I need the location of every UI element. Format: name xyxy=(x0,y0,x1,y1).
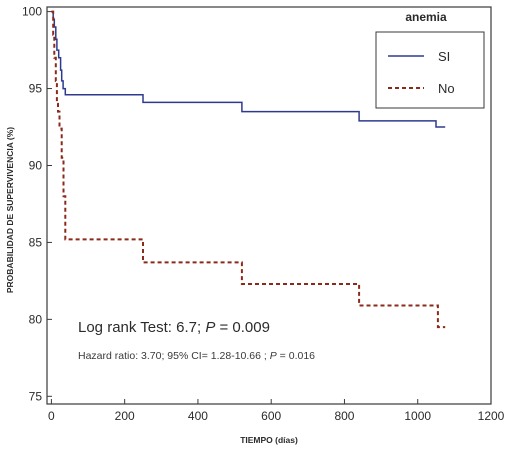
legend: anemia SI No xyxy=(375,10,485,109)
series-line-no xyxy=(51,10,446,329)
y-tick-label: 95 xyxy=(29,82,43,96)
x-tick-label: 1000 xyxy=(404,409,431,423)
x-axis-label: TIEMPO (días) xyxy=(240,435,298,445)
y-tick-label: 90 xyxy=(29,158,43,172)
series-line-si xyxy=(51,10,446,128)
y-tick-label: 85 xyxy=(29,235,43,249)
logrank-annotation: Log rank Test: 6.7; P = 0.009 xyxy=(78,319,270,336)
y-axis-label: PROBABILIDAD DE SUPERVIVENCIA (%) xyxy=(5,127,15,293)
hazard-annotation: Hazard ratio: 3.70; 95% CI= 1.28-10.66 ;… xyxy=(78,350,315,362)
legend-title: anemia xyxy=(405,10,447,24)
x-tick-label: 1200 xyxy=(478,409,505,423)
plot-area xyxy=(46,6,492,405)
legend-label-no: No xyxy=(438,81,455,96)
legend-box xyxy=(375,31,485,109)
x-tick-label: 600 xyxy=(261,409,281,423)
x-tick-label: 800 xyxy=(334,409,354,423)
y-tick-label: 100 xyxy=(22,5,42,19)
x-tick-label: 200 xyxy=(115,409,135,423)
x-tick-label: 400 xyxy=(188,409,208,423)
x-tick-label: 0 xyxy=(48,409,55,423)
y-tick-label: 75 xyxy=(29,389,43,403)
y-tick-label: 80 xyxy=(29,312,43,326)
legend-label-si: SI xyxy=(438,49,450,64)
